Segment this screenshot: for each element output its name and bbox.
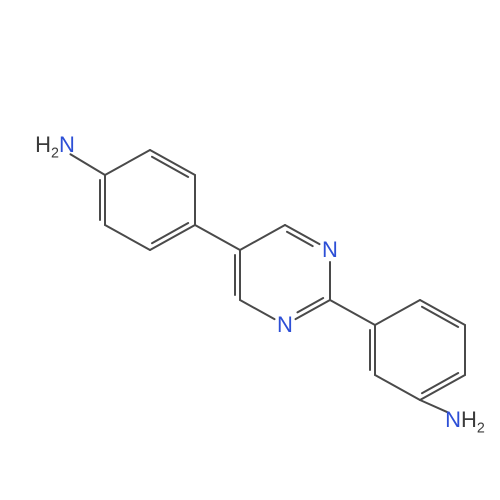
chemical-structure-canvas: H2NNNNH2 [0,0,500,500]
bond-layer [0,0,500,500]
